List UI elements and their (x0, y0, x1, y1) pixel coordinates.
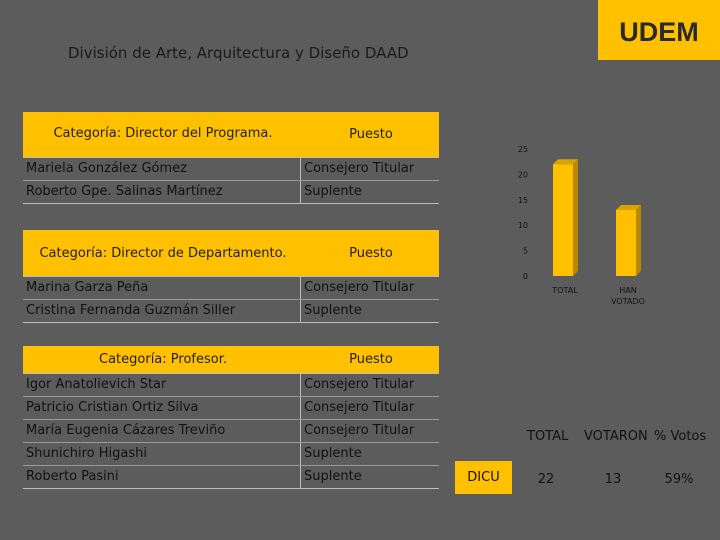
summary-header-total: TOTAL (527, 429, 569, 444)
member-puesto: Suplente (304, 303, 362, 318)
puesto-header: Puesto (349, 245, 393, 261)
y-tick-label: 20 (518, 170, 528, 179)
page-title: División de Arte, Arquitectura y Diseño … (68, 44, 409, 62)
summary-header-votaron: VOTARON (584, 429, 648, 444)
summary-row-label: DICU (455, 461, 512, 494)
table-row: Roberto Gpe. Salinas Martínez Suplente (23, 180, 439, 203)
member-name: Roberto Gpe. Salinas Martínez (23, 181, 301, 203)
x-tick-label: VOTADO (611, 297, 645, 306)
member-name: Igor Anatolievich Star (23, 374, 301, 396)
table-row: Mariela González Gómez Consejero Titular (23, 158, 439, 180)
table-row: Shunichiro Higashi Suplente (23, 442, 439, 465)
member-name: Patricio Cristian Ortiz Silva (23, 397, 301, 419)
puesto-header: Puesto (349, 352, 393, 367)
table-header: Categoría: Profesor. Puesto (23, 346, 439, 373)
category-label: Categoría: Director de Departamento. (39, 245, 287, 261)
member-puesto: Consejero Titular (304, 377, 415, 392)
votes-bar-chart: 0 5 10 15 20 25 TOTAL HAN VOTADO (518, 145, 645, 306)
summary-total-value: 22 (537, 472, 555, 487)
table-row: Marina Garza Peña Consejero Titular (23, 277, 439, 299)
udem-logo: UDEM (598, 0, 720, 60)
member-name: Mariela González Gómez (23, 158, 301, 180)
category-label: Categoría: Director del Programa. (53, 126, 273, 141)
table-director-programa: Categoría: Director del Programa. Puesto… (23, 112, 439, 204)
member-puesto: Consejero Titular (304, 280, 415, 295)
bar-han-votado (616, 204, 641, 276)
member-name: Cristina Fernanda Guzmán Siller (23, 300, 301, 322)
summary-votaron-value: 13 (604, 472, 622, 487)
table-body: Igor Anatolievich Star Consejero Titular… (23, 373, 439, 489)
table-row: Patricio Cristian Ortiz Silva Consejero … (23, 396, 439, 419)
y-tick-label: 15 (518, 196, 528, 205)
table-profesor: Categoría: Profesor. Puesto Igor Anatoli… (23, 346, 439, 489)
member-puesto: Consejero Titular (304, 400, 415, 415)
member-puesto: Consejero Titular (304, 423, 415, 438)
y-tick-label: 0 (523, 272, 528, 281)
table-row: María Eugenia Cázares Treviño Consejero … (23, 419, 439, 442)
member-puesto: Suplente (304, 469, 362, 484)
table-director-departamento: Categoría: Director de Departamento. Pue… (23, 230, 439, 323)
summary-header-pct: % Votos (654, 429, 707, 444)
table-header: Categoría: Director del Programa. Puesto (23, 112, 439, 157)
puesto-header: Puesto (349, 127, 393, 142)
member-puesto: Consejero Titular (304, 161, 415, 176)
summary-pct-value: 59% (664, 472, 694, 487)
table-body: Mariela González Gómez Consejero Titular… (23, 157, 439, 204)
y-tick-label: 10 (518, 221, 528, 230)
bar-total (553, 159, 578, 276)
table-header: Categoría: Director de Departamento. Pue… (23, 230, 439, 276)
y-tick-label: 25 (518, 145, 528, 154)
table-row: Cristina Fernanda Guzmán Siller Suplente (23, 299, 439, 322)
member-name: Marina Garza Peña (23, 277, 301, 299)
table-row: Igor Anatolievich Star Consejero Titular (23, 374, 439, 396)
category-label: Categoría: Profesor. (99, 352, 227, 367)
member-puesto: Suplente (304, 446, 362, 461)
x-tick-label: HAN (619, 286, 636, 295)
x-tick-label: TOTAL (551, 286, 578, 295)
table-row: Roberto Pasini Suplente (23, 465, 439, 488)
y-tick-label: 5 (523, 247, 528, 256)
member-name: Shunichiro Higashi (23, 443, 301, 465)
member-puesto: Suplente (304, 184, 362, 199)
member-name: María Eugenia Cázares Treviño (23, 420, 301, 442)
table-body: Marina Garza Peña Consejero Titular Cris… (23, 276, 439, 323)
member-name: Roberto Pasini (23, 466, 301, 488)
